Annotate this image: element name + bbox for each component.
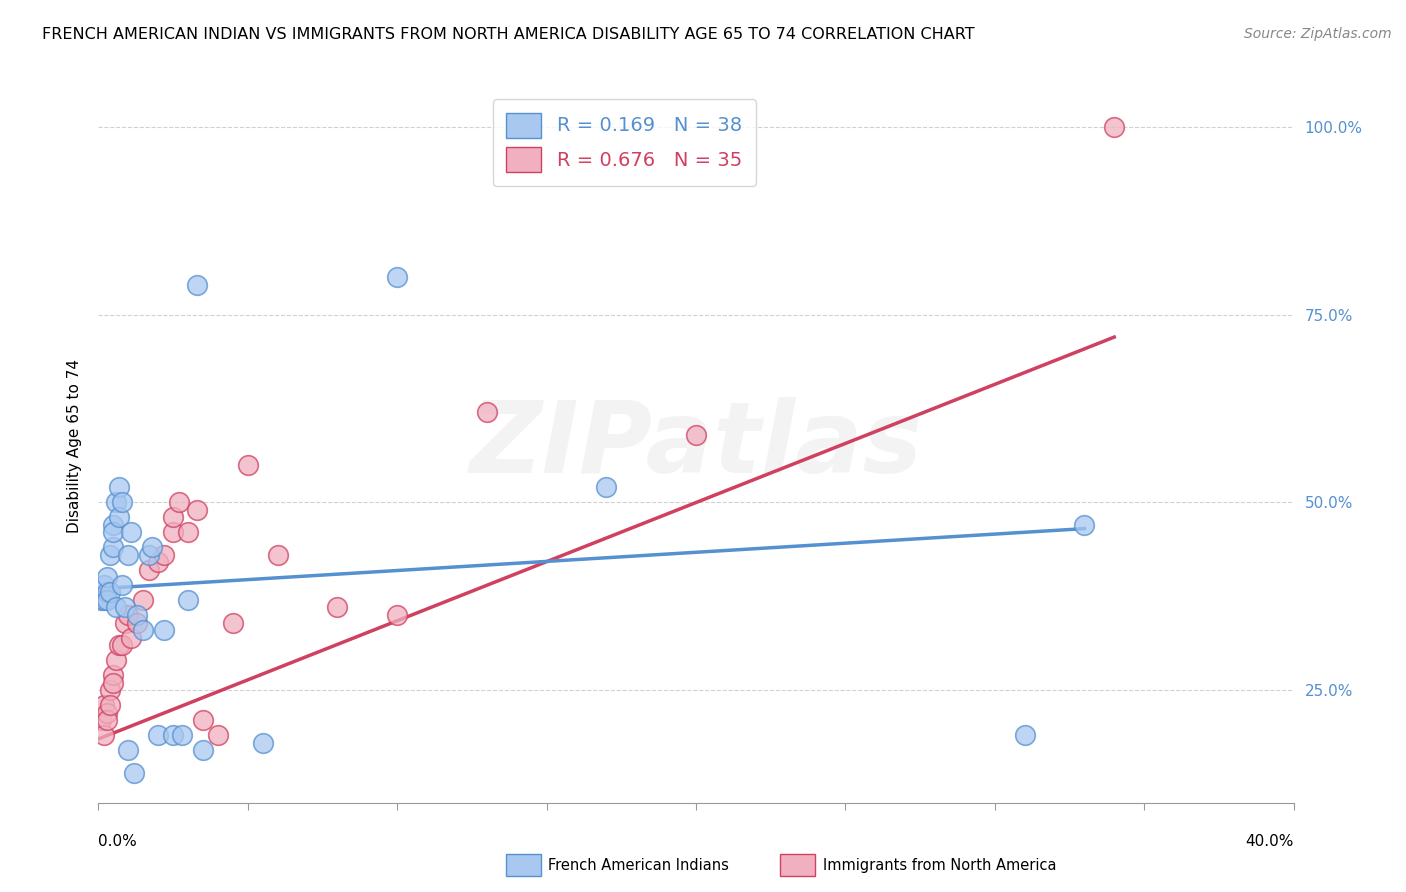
Point [124, 765, 146, 780]
Point [120, 525, 142, 540]
Point [90, 713, 112, 727]
Text: Immigrants from North America: Immigrants from North America [823, 858, 1056, 872]
Point [96, 593, 118, 607]
Point [108, 480, 131, 494]
Point [105, 653, 128, 667]
Point [127, 607, 149, 622]
Point [162, 510, 184, 524]
Point [148, 728, 170, 742]
Point [385, 607, 409, 622]
Point [138, 548, 160, 562]
Text: 0.0%: 0.0% [98, 834, 138, 848]
Point [141, 541, 163, 555]
Text: French American Indians: French American Indians [548, 858, 730, 872]
Point [236, 458, 259, 472]
Point [90, 593, 112, 607]
Point [114, 615, 136, 630]
Point [100, 585, 122, 599]
Point [96, 713, 118, 727]
Point [127, 615, 149, 630]
Point [105, 600, 128, 615]
Point [138, 563, 160, 577]
Point [93, 698, 115, 713]
Y-axis label: Disability Age 65 to 74: Disability Age 65 to 74 [67, 359, 83, 533]
Point [207, 728, 229, 742]
Point [93, 578, 115, 592]
Point [267, 548, 290, 562]
Point [167, 495, 190, 509]
Point [96, 585, 118, 599]
Point [186, 503, 208, 517]
Text: FRENCH AMERICAN INDIAN VS IMMIGRANTS FROM NORTH AMERICA DISABILITY AGE 65 TO 74 : FRENCH AMERICAN INDIAN VS IMMIGRANTS FRO… [42, 27, 974, 42]
Legend: R = 0.169   N = 38, R = 0.676   N = 35: R = 0.169 N = 38, R = 0.676 N = 35 [492, 99, 756, 186]
Text: 40.0%: 40.0% [1246, 834, 1294, 848]
Point [105, 495, 128, 509]
Point [148, 556, 170, 570]
Point [191, 743, 214, 757]
Point [103, 541, 125, 555]
Point [100, 698, 122, 713]
Point [177, 593, 200, 607]
Point [117, 548, 139, 562]
Point [172, 728, 194, 742]
Point [153, 623, 176, 637]
Point [1014, 728, 1036, 742]
Point [103, 525, 125, 540]
Point [117, 607, 139, 622]
Point [222, 615, 245, 630]
Point [103, 675, 125, 690]
Point [114, 600, 136, 615]
Point [162, 728, 184, 742]
Point [93, 593, 115, 607]
Point [132, 593, 155, 607]
Point [252, 736, 274, 750]
Point [162, 525, 184, 540]
Point [1073, 517, 1095, 532]
Point [177, 525, 200, 540]
Point [100, 683, 122, 698]
Point [96, 570, 118, 584]
Point [326, 600, 349, 615]
Point [111, 495, 134, 509]
Point [103, 517, 125, 532]
Text: Source: ZipAtlas.com: Source: ZipAtlas.com [1244, 27, 1392, 41]
Text: ZIPatlas: ZIPatlas [470, 398, 922, 494]
Point [100, 548, 122, 562]
Point [132, 623, 155, 637]
Point [1104, 120, 1126, 134]
Point [117, 743, 139, 757]
Point [108, 638, 131, 652]
Point [153, 548, 176, 562]
Point [120, 631, 142, 645]
Point [93, 728, 115, 742]
Point [191, 713, 214, 727]
Point [96, 706, 118, 720]
Point [186, 277, 208, 292]
Point [111, 578, 134, 592]
Point [108, 510, 131, 524]
Point [111, 638, 134, 652]
Point [475, 405, 498, 419]
Point [685, 427, 707, 442]
Point [103, 668, 125, 682]
Point [385, 270, 409, 285]
Point [595, 480, 617, 494]
